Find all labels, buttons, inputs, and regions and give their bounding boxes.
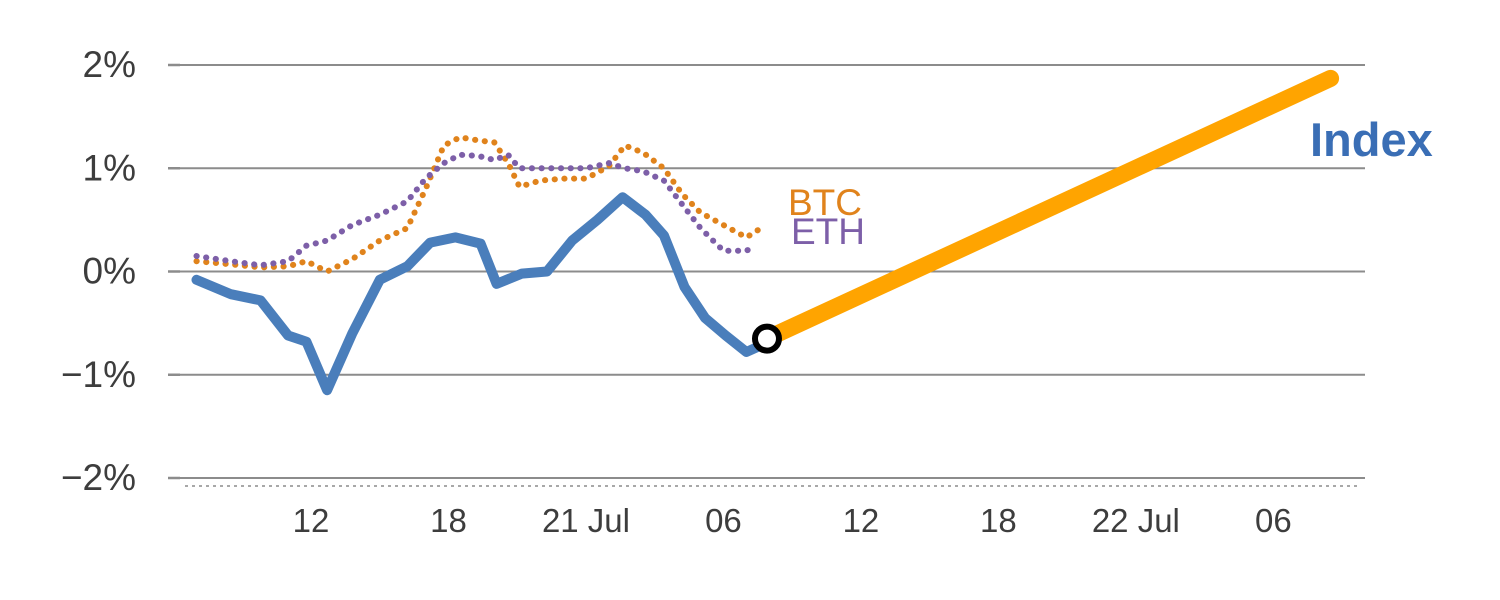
y-tick-label: 1% [83, 147, 136, 188]
series-btc [193, 134, 761, 275]
eth-series-label: ETH [791, 211, 865, 252]
x-tick-label: 22 Jul [1092, 502, 1180, 539]
x-tick-label: 06 [705, 502, 742, 539]
x-tick-label: 21 Jul [542, 502, 630, 539]
series-eth [193, 151, 759, 269]
x-tick-label: 12 [293, 502, 330, 539]
x-tick-label: 18 [980, 502, 1017, 539]
y-tick-label: 2% [83, 44, 136, 85]
series-index [191, 192, 766, 396]
y-tick-label: 0% [83, 251, 136, 292]
x-tick-label: 12 [843, 502, 880, 539]
forecast-start-marker [751, 323, 782, 354]
index-series-label: Index [1310, 113, 1433, 166]
btc-series-label: BTC [788, 182, 862, 223]
y-tick-label: −1% [61, 354, 136, 395]
x-tick-label: 06 [1255, 502, 1292, 539]
series-index-projected [758, 69, 1340, 348]
x-tick-label: 18 [430, 502, 467, 539]
y-tick-label: −2% [61, 457, 136, 498]
